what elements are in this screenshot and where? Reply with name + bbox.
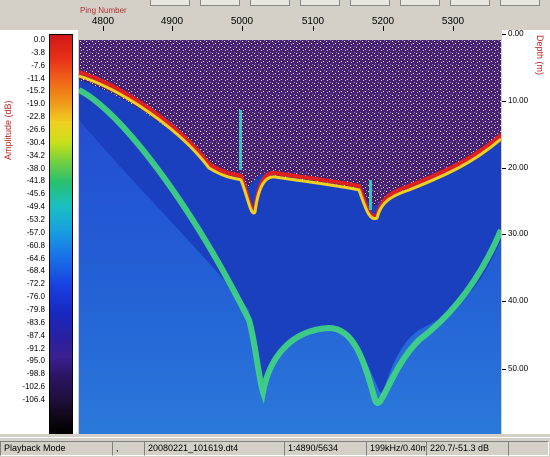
amplitude-tick: -102.6 xyxy=(22,382,45,392)
amplitude-colorbar xyxy=(49,34,73,434)
amplitude-tick: -53.2 xyxy=(26,215,45,224)
ping-number-title: Ping Number xyxy=(80,6,127,15)
amplitude-tick: -49.4 xyxy=(26,202,45,212)
amplitude-tick: -34.2 xyxy=(26,150,45,160)
depth-tick: 50.00 xyxy=(508,364,529,373)
amplitude-tick: -3.8 xyxy=(31,47,45,57)
status-bar: Playback Mode , 20080221_101619.dt4 1:48… xyxy=(0,437,550,457)
depth-tick: 30.00 xyxy=(508,229,529,238)
amplitude-tick: -68.4 xyxy=(26,266,45,276)
amplitude-tick: -91.2 xyxy=(26,343,45,353)
ping-tick: 5300 xyxy=(441,16,465,27)
ping-tick: 4800 xyxy=(91,16,115,27)
status-ping-range: 1:4890/5634 xyxy=(284,441,367,456)
amplitude-tick: -98.8 xyxy=(26,369,45,379)
ping-tick: 4900 xyxy=(160,16,184,27)
toolbar-button-2[interactable] xyxy=(200,0,240,6)
toolbar-button-7[interactable] xyxy=(450,0,490,6)
depth-tick: 40.00 xyxy=(508,296,529,305)
amplitude-tick: -45.6 xyxy=(26,189,45,199)
bottom-echo-red xyxy=(79,70,501,219)
bottom-echo-yellow xyxy=(79,74,501,221)
amplitude-tick: -41.8 xyxy=(26,176,45,186)
amplitude-tick: -11.4 xyxy=(27,73,45,83)
amplitude-tick: -83.6 xyxy=(26,317,45,327)
depth-title: Depth (m) xyxy=(535,35,545,76)
toolbar-button-5[interactable] xyxy=(350,0,390,6)
amplitude-tick: -87.4 xyxy=(26,330,45,340)
amplitude-tick: -38.0 xyxy=(26,163,45,173)
amplitude-tick: -19.0 xyxy=(26,99,45,109)
status-file: 20080221_101619.dt4 xyxy=(144,441,285,456)
status-extra xyxy=(508,441,549,456)
amplitude-tick: -76.0 xyxy=(26,292,45,302)
toolbar-button-4[interactable] xyxy=(300,0,340,6)
ping-tick: 5100 xyxy=(301,16,325,27)
status-blank: , xyxy=(112,441,145,456)
scatter-layer xyxy=(79,120,501,434)
target-spike xyxy=(369,180,372,210)
target-spike xyxy=(239,110,242,170)
amplitude-tick: 0.0 xyxy=(33,35,45,44)
ping-tick: 5000 xyxy=(230,16,254,27)
toolbar-button-6[interactable] xyxy=(400,0,440,6)
depth-tick: 0.00 xyxy=(508,29,524,38)
depth-tick: 10.00 xyxy=(508,96,529,105)
status-frequency: 199kHz/0.40ms xyxy=(366,441,427,456)
amplitude-tick: -72.2 xyxy=(26,279,45,289)
echogram-view[interactable] xyxy=(79,40,501,434)
toolbar-button-8[interactable] xyxy=(500,0,540,6)
status-mode: Playback Mode xyxy=(0,441,113,456)
second-bottom-echo xyxy=(79,87,501,406)
toolbar-button-1[interactable] xyxy=(150,0,190,6)
ping-tick: 5200 xyxy=(371,16,395,27)
amplitude-tick: -79.8 xyxy=(26,305,45,314)
depth-axis-panel xyxy=(502,30,550,434)
amplitude-tick: -106.4 xyxy=(22,395,45,404)
amplitude-tick: -26.6 xyxy=(26,125,45,134)
status-readout: 220.7/-51.3 dB xyxy=(426,441,509,456)
amplitude-tick: -22.8 xyxy=(26,112,45,122)
amplitude-tick: -60.8 xyxy=(26,240,45,250)
ping-number-ruler: Ping Number 4800 4900 5000 5100 5200 530… xyxy=(0,0,550,31)
amplitude-tick: -15.2 xyxy=(26,86,45,96)
amplitude-title: Amplitude (dB) xyxy=(3,100,13,160)
amplitude-tick: -7.6 xyxy=(31,60,45,70)
amplitude-tick: -64.6 xyxy=(26,253,45,263)
amplitude-tick: -30.4 xyxy=(26,137,45,147)
depth-tick: 20.00 xyxy=(508,163,529,172)
amplitude-tick: -57.0 xyxy=(26,227,45,237)
amplitude-tick: -95.0 xyxy=(26,356,45,366)
toolbar-button-3[interactable] xyxy=(250,0,290,6)
